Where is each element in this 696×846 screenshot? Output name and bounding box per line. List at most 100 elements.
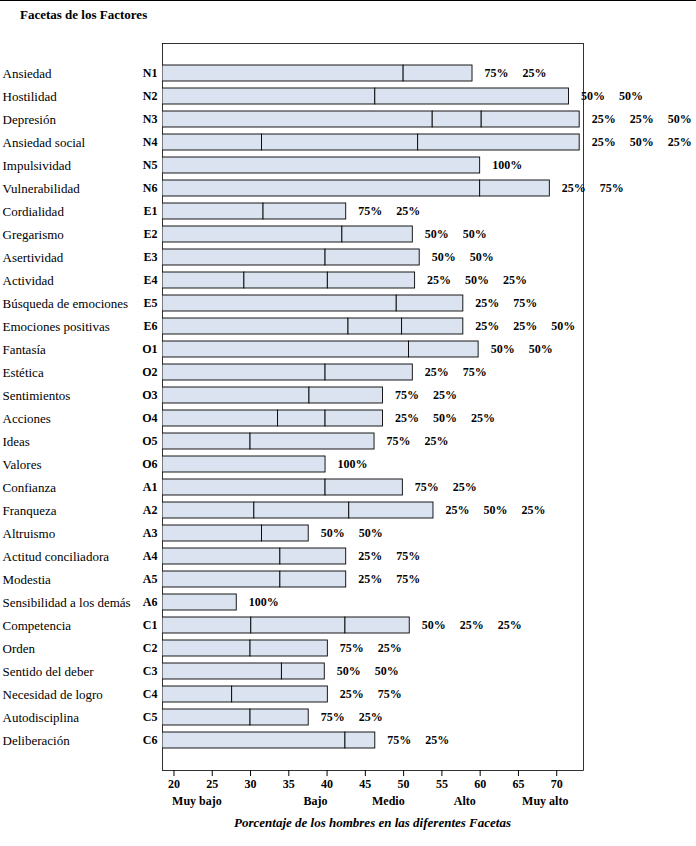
svg-text:50%: 50%: [551, 319, 575, 333]
svg-text:25%: 25%: [523, 66, 547, 80]
svg-text:Búsqueda de emociones: Búsqueda de emociones: [3, 296, 129, 311]
svg-text:70: 70: [551, 777, 563, 791]
svg-text:25%: 25%: [425, 365, 449, 379]
svg-text:Alto: Alto: [454, 794, 476, 808]
svg-text:25%: 25%: [630, 112, 654, 126]
svg-text:25%: 25%: [427, 273, 451, 287]
svg-text:Medio: Medio: [372, 794, 405, 808]
svg-text:O3: O3: [142, 388, 157, 402]
svg-text:50%: 50%: [581, 89, 605, 103]
svg-text:E4: E4: [143, 273, 157, 287]
svg-text:50%: 50%: [359, 526, 383, 540]
svg-text:N5: N5: [143, 158, 158, 172]
svg-text:N2: N2: [143, 89, 158, 103]
svg-text:C6: C6: [143, 733, 158, 747]
svg-text:Modestia: Modestia: [3, 572, 52, 587]
svg-text:C1: C1: [143, 618, 158, 632]
svg-text:N1: N1: [143, 66, 158, 80]
svg-text:O4: O4: [142, 411, 157, 425]
svg-text:25%: 25%: [668, 135, 692, 149]
svg-text:50%: 50%: [470, 250, 494, 264]
svg-text:E3: E3: [143, 250, 157, 264]
svg-text:Impulsividad: Impulsividad: [3, 158, 72, 173]
svg-text:25%: 25%: [378, 641, 402, 655]
svg-text:Sentido del deber: Sentido del deber: [3, 664, 95, 679]
svg-text:Orden: Orden: [3, 641, 36, 656]
svg-text:Sentimientos: Sentimientos: [3, 388, 71, 403]
svg-text:50%: 50%: [619, 89, 643, 103]
svg-text:Necesidad de logro: Necesidad de logro: [3, 687, 103, 702]
svg-text:E5: E5: [143, 296, 157, 310]
svg-text:Muy bajo: Muy bajo: [172, 794, 222, 808]
svg-text:Gregarismo: Gregarismo: [3, 227, 64, 242]
svg-text:75%: 75%: [387, 733, 411, 747]
svg-text:25%: 25%: [445, 503, 469, 517]
svg-text:A3: A3: [143, 526, 158, 540]
svg-text:55: 55: [436, 777, 448, 791]
svg-text:Acciones: Acciones: [3, 411, 51, 426]
svg-text:50%: 50%: [668, 112, 692, 126]
svg-text:Emociones positivas: Emociones positivas: [3, 319, 110, 334]
svg-text:75%: 75%: [485, 66, 509, 80]
svg-text:30: 30: [245, 777, 257, 791]
svg-text:50%: 50%: [432, 250, 456, 264]
svg-text:50%: 50%: [375, 664, 399, 678]
svg-text:25%: 25%: [358, 572, 382, 586]
svg-text:Actividad: Actividad: [3, 273, 55, 288]
svg-text:100%: 100%: [338, 457, 368, 471]
svg-text:50%: 50%: [422, 618, 446, 632]
svg-text:25%: 25%: [475, 296, 499, 310]
svg-text:50%: 50%: [630, 135, 654, 149]
svg-text:Sensibilidad a los demás: Sensibilidad a los demás: [3, 595, 131, 610]
svg-text:25%: 25%: [340, 687, 364, 701]
svg-text:Franqueza: Franqueza: [3, 503, 57, 518]
svg-text:50%: 50%: [433, 411, 457, 425]
svg-text:50%: 50%: [483, 503, 507, 517]
svg-text:75%: 75%: [396, 572, 420, 586]
svg-text:E2: E2: [143, 227, 157, 241]
svg-text:75%: 75%: [395, 388, 419, 402]
svg-text:50: 50: [398, 777, 410, 791]
svg-text:Actitud conciliadora: Actitud conciliadora: [3, 549, 110, 564]
svg-text:45: 45: [359, 777, 371, 791]
svg-text:50%: 50%: [425, 227, 449, 241]
svg-text:Autodisciplina: Autodisciplina: [3, 710, 80, 725]
svg-text:N3: N3: [143, 112, 158, 126]
svg-text:A4: A4: [143, 549, 158, 563]
svg-text:Vulnerabilidad: Vulnerabilidad: [3, 181, 81, 196]
svg-text:25%: 25%: [498, 618, 522, 632]
svg-text:75%: 75%: [600, 181, 624, 195]
svg-text:Confianza: Confianza: [3, 480, 57, 495]
svg-text:75%: 75%: [513, 296, 537, 310]
svg-text:Ansiedad: Ansiedad: [3, 66, 53, 81]
svg-text:E1: E1: [143, 204, 157, 218]
svg-text:O1: O1: [142, 342, 157, 356]
svg-text:Fantasía: Fantasía: [3, 342, 47, 357]
svg-text:50%: 50%: [491, 342, 515, 356]
svg-text:100%: 100%: [249, 595, 279, 609]
svg-text:E6: E6: [143, 319, 157, 333]
svg-text:Ansiedad social: Ansiedad social: [3, 135, 86, 150]
svg-text:50%: 50%: [465, 273, 489, 287]
svg-text:25%: 25%: [592, 135, 616, 149]
svg-text:Hostilidad: Hostilidad: [3, 89, 58, 104]
svg-text:50%: 50%: [463, 227, 487, 241]
svg-text:75%: 75%: [463, 365, 487, 379]
svg-text:Asertividad: Asertividad: [3, 250, 64, 265]
svg-text:20: 20: [168, 777, 180, 791]
svg-text:A2: A2: [143, 503, 158, 517]
svg-text:25: 25: [206, 777, 218, 791]
svg-text:C2: C2: [143, 641, 158, 655]
svg-text:25%: 25%: [513, 319, 537, 333]
svg-text:50%: 50%: [321, 526, 345, 540]
svg-text:25%: 25%: [425, 434, 449, 448]
svg-text:Competencia: Competencia: [3, 618, 72, 633]
svg-text:75%: 75%: [340, 641, 364, 655]
svg-text:75%: 75%: [321, 710, 345, 724]
svg-text:N6: N6: [143, 181, 158, 195]
svg-text:75%: 75%: [387, 434, 411, 448]
svg-text:40: 40: [321, 777, 333, 791]
svg-text:Valores: Valores: [3, 457, 42, 472]
svg-text:35: 35: [283, 777, 295, 791]
svg-text:25%: 25%: [358, 549, 382, 563]
